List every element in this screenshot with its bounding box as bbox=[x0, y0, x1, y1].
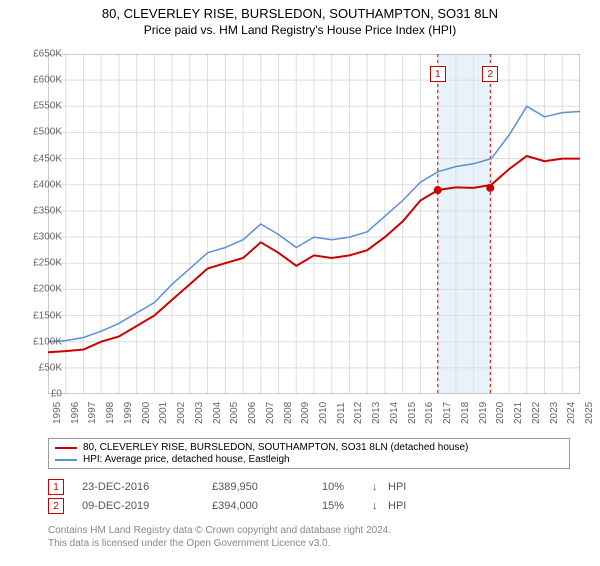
y-tick-label: £550K bbox=[33, 101, 62, 112]
x-tick-label: 1997 bbox=[87, 402, 98, 424]
y-tick-label: £650K bbox=[33, 49, 62, 60]
marker-badge: 1 bbox=[48, 479, 64, 495]
y-tick-label: £600K bbox=[33, 75, 62, 86]
x-tick-label: 2006 bbox=[247, 402, 258, 424]
marker-price: £389,950 bbox=[212, 481, 322, 493]
marker-row: 2 09-DEC-2019£394,00015%↓HPI bbox=[48, 498, 406, 514]
legend: 80, CLEVERLEY RISE, BURSLEDON, SOUTHAMPT… bbox=[48, 438, 570, 469]
y-tick-label: £100K bbox=[33, 336, 62, 347]
y-tick-label: £50K bbox=[39, 362, 62, 373]
footer: Contains HM Land Registry data © Crown c… bbox=[48, 524, 391, 550]
x-tick-label: 2025 bbox=[584, 402, 595, 424]
x-tick-label: 2002 bbox=[176, 402, 187, 424]
marker-row: 1 23-DEC-2016£389,95010%↓HPI bbox=[48, 479, 406, 495]
down-arrow-icon: ↓ bbox=[372, 481, 388, 493]
marker-date: 23-DEC-2016 bbox=[82, 481, 212, 493]
x-tick-label: 2001 bbox=[158, 402, 169, 424]
chart bbox=[48, 54, 580, 394]
x-tick-label: 2014 bbox=[389, 402, 400, 424]
footer-line-2: This data is licensed under the Open Gov… bbox=[48, 537, 391, 550]
y-tick-label: £250K bbox=[33, 258, 62, 269]
legend-swatch bbox=[55, 447, 77, 449]
x-tick-label: 2009 bbox=[300, 402, 311, 424]
marker-vs: HPI bbox=[388, 500, 406, 512]
marker-pct: 15% bbox=[322, 500, 372, 512]
chart-svg bbox=[48, 54, 580, 394]
x-tick-label: 1996 bbox=[70, 402, 81, 424]
marker-pct: 10% bbox=[322, 481, 372, 493]
x-tick-label: 2007 bbox=[265, 402, 276, 424]
x-tick-label: 2021 bbox=[513, 402, 524, 424]
marker-date: 09-DEC-2019 bbox=[82, 500, 212, 512]
chart-marker-badge: 1 bbox=[430, 66, 446, 82]
page-title: 80, CLEVERLEY RISE, BURSLEDON, SOUTHAMPT… bbox=[0, 6, 600, 21]
x-tick-label: 2008 bbox=[283, 402, 294, 424]
x-tick-label: 2020 bbox=[495, 402, 506, 424]
marker-badge: 2 bbox=[48, 498, 64, 514]
x-tick-label: 2024 bbox=[566, 402, 577, 424]
marker-vs: HPI bbox=[388, 481, 406, 493]
x-tick-label: 2018 bbox=[460, 402, 471, 424]
down-arrow-icon: ↓ bbox=[372, 500, 388, 512]
legend-label: 80, CLEVERLEY RISE, BURSLEDON, SOUTHAMPT… bbox=[83, 442, 468, 453]
x-tick-label: 2019 bbox=[478, 402, 489, 424]
marker-table: 1 23-DEC-2016£389,95010%↓HPI 2 09-DEC-2019£… bbox=[48, 476, 406, 517]
page-subtitle: Price paid vs. HM Land Registry's House … bbox=[0, 23, 600, 37]
chart-marker-badge: 2 bbox=[482, 66, 498, 82]
y-tick-label: £300K bbox=[33, 232, 62, 243]
x-tick-label: 1995 bbox=[52, 402, 63, 424]
legend-swatch bbox=[55, 459, 77, 461]
y-tick-label: £200K bbox=[33, 284, 62, 295]
x-tick-label: 2023 bbox=[549, 402, 560, 424]
x-tick-label: 2011 bbox=[336, 402, 347, 424]
x-tick-label: 2022 bbox=[531, 402, 542, 424]
x-tick-label: 2017 bbox=[442, 402, 453, 424]
x-tick-label: 1998 bbox=[105, 402, 116, 424]
x-tick-label: 2016 bbox=[424, 402, 435, 424]
x-tick-label: 2005 bbox=[229, 402, 240, 424]
y-tick-label: £450K bbox=[33, 153, 62, 164]
y-tick-label: £350K bbox=[33, 205, 62, 216]
y-tick-label: £500K bbox=[33, 127, 62, 138]
marker-price: £394,000 bbox=[212, 500, 322, 512]
y-tick-label: £0 bbox=[51, 389, 62, 400]
legend-row: HPI: Average price, detached house, East… bbox=[55, 454, 563, 465]
x-tick-label: 2013 bbox=[371, 402, 382, 424]
y-tick-label: £400K bbox=[33, 179, 62, 190]
legend-row: 80, CLEVERLEY RISE, BURSLEDON, SOUTHAMPT… bbox=[55, 442, 563, 453]
y-tick-label: £150K bbox=[33, 310, 62, 321]
x-tick-label: 2015 bbox=[407, 402, 418, 424]
footer-line-1: Contains HM Land Registry data © Crown c… bbox=[48, 524, 391, 537]
legend-label: HPI: Average price, detached house, East… bbox=[83, 454, 290, 465]
x-tick-label: 2004 bbox=[212, 402, 223, 424]
x-tick-label: 2003 bbox=[194, 402, 205, 424]
x-tick-label: 2000 bbox=[141, 402, 152, 424]
x-tick-label: 2012 bbox=[353, 402, 364, 424]
x-tick-label: 1999 bbox=[123, 402, 134, 424]
x-tick-label: 2010 bbox=[318, 402, 329, 424]
